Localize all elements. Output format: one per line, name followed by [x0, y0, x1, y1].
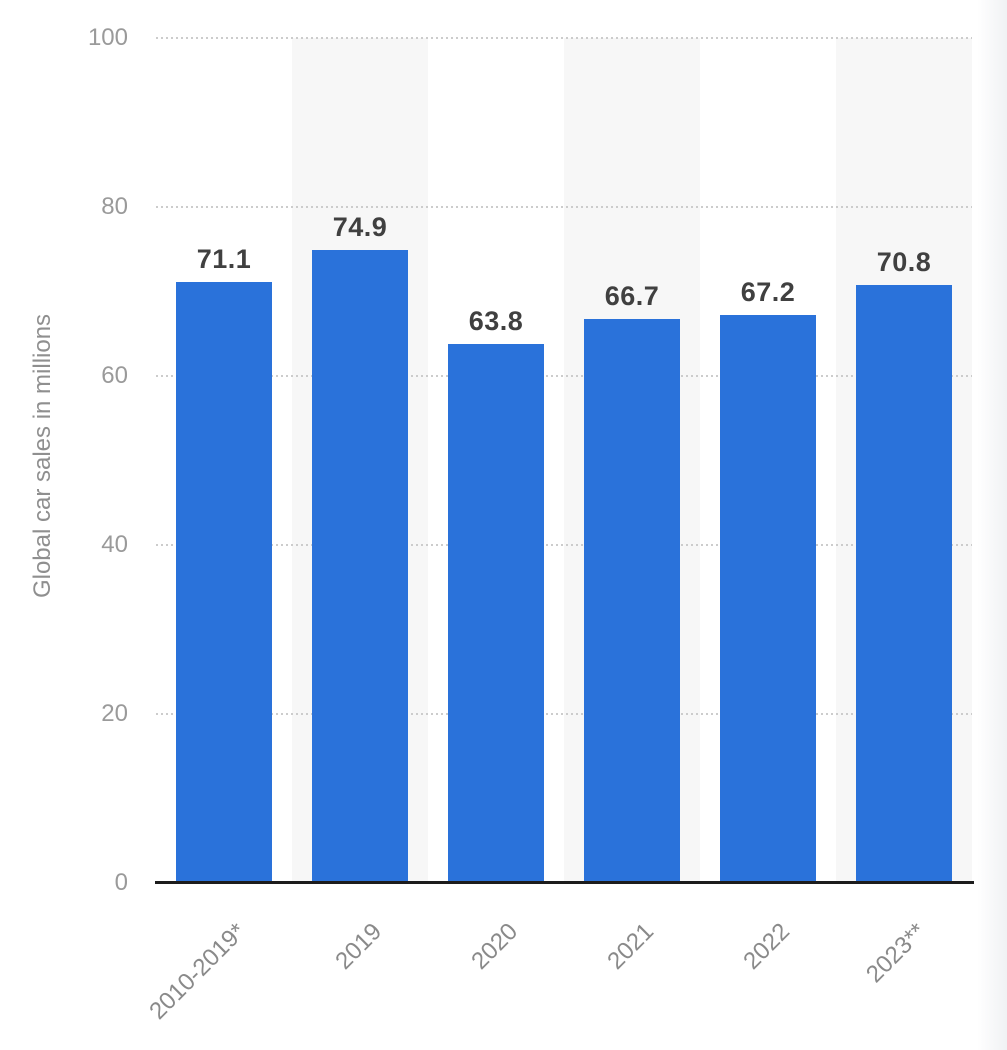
bar-value-label: 66.7 [604, 281, 660, 311]
bar-2021[interactable] [584, 319, 680, 883]
y-tick-label: 40 [101, 531, 128, 558]
bar-value-label: 67.2 [740, 277, 796, 307]
x-tick-label: 2022 [738, 918, 796, 975]
bar-value-label: 70.8 [876, 247, 932, 277]
bar-2020[interactable] [448, 344, 544, 883]
bar-2022[interactable] [720, 315, 816, 883]
bar-2023**[interactable] [856, 285, 952, 883]
x-tick-label: 2021 [602, 918, 660, 975]
y-tick-label: 60 [101, 362, 128, 389]
gridline-100 [156, 37, 972, 39]
gridline-40 [156, 544, 972, 546]
bar-value-label: 74.9 [332, 212, 388, 242]
x-tick-label: 2010-2019* [144, 918, 252, 1025]
x-tick-label: 2020 [466, 918, 524, 975]
x-tick-label: 2023** [861, 918, 932, 989]
gridline-80 [156, 206, 972, 208]
y-tick-label: 20 [101, 700, 128, 727]
gridline-20 [156, 713, 972, 715]
bar-2019[interactable] [312, 250, 408, 883]
y-tick-label: 100 [87, 24, 128, 51]
y-tick-label: 80 [101, 193, 128, 220]
right-edge-shadow [977, 0, 1007, 1050]
y-tick-label: 0 [114, 869, 128, 896]
bar-2010-2019*[interactable] [176, 282, 272, 883]
x-axis-line [155, 881, 974, 884]
gridline-60 [156, 375, 972, 377]
y-axis-title: Global car sales in millions [29, 313, 56, 599]
x-tick-label: 2019 [330, 918, 388, 975]
bar-value-label: 71.1 [196, 244, 252, 274]
bar-value-label: 63.8 [468, 306, 524, 336]
